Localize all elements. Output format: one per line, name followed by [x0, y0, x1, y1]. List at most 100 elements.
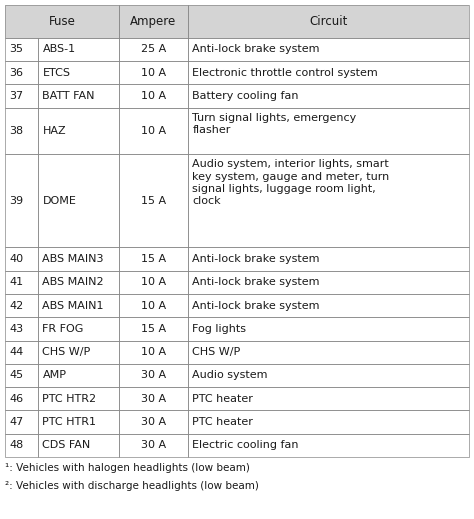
Bar [118, 107, 188, 154]
Bar [5, 61, 38, 84]
Bar [38, 340, 118, 364]
Text: Fuse: Fuse [48, 15, 75, 28]
Bar [188, 364, 469, 387]
Text: Battery cooling fan: Battery cooling fan [192, 91, 299, 101]
Bar [188, 107, 469, 154]
Bar [118, 434, 188, 457]
Text: 30 A: 30 A [141, 371, 166, 380]
Text: 42: 42 [9, 301, 23, 310]
Bar [118, 248, 188, 270]
Bar [38, 317, 118, 340]
Text: 36: 36 [9, 67, 23, 77]
Text: Fog lights: Fog lights [192, 324, 246, 334]
Text: 15 A: 15 A [141, 324, 166, 334]
Bar [38, 434, 118, 457]
Bar [118, 5, 188, 37]
Bar [188, 411, 469, 434]
Text: Electronic throttle control system: Electronic throttle control system [192, 67, 378, 77]
Text: 15 A: 15 A [141, 254, 166, 264]
Bar [118, 340, 188, 364]
Bar [5, 248, 38, 270]
Text: 15 A: 15 A [141, 196, 166, 206]
Bar [38, 61, 118, 84]
Bar [38, 154, 118, 248]
Bar [118, 37, 188, 61]
Bar [118, 294, 188, 317]
Bar [5, 37, 38, 61]
Text: 10 A: 10 A [141, 126, 166, 136]
Bar [5, 84, 38, 107]
Text: Anti-lock brake system: Anti-lock brake system [192, 44, 320, 54]
Bar [188, 37, 469, 61]
Bar [118, 270, 188, 294]
Bar [5, 411, 38, 434]
Bar [38, 37, 118, 61]
Bar [5, 84, 38, 107]
Bar [38, 270, 118, 294]
Bar [118, 61, 188, 84]
Bar [38, 411, 118, 434]
Bar [188, 434, 469, 457]
Text: 30 A: 30 A [141, 394, 166, 404]
Text: PTC heater: PTC heater [192, 394, 253, 404]
Bar [5, 364, 38, 387]
Bar [188, 387, 469, 411]
Bar [5, 107, 38, 154]
Bar [118, 411, 188, 434]
Bar [118, 154, 188, 248]
Bar [38, 248, 118, 270]
Bar [188, 317, 469, 340]
Text: DOME: DOME [42, 196, 76, 206]
Text: 30 A: 30 A [141, 440, 166, 450]
Text: Turn signal lights, emergency
flasher: Turn signal lights, emergency flasher [192, 113, 356, 135]
Bar [38, 411, 118, 434]
Bar [38, 387, 118, 411]
Text: HAZ: HAZ [42, 126, 66, 136]
Bar [118, 317, 188, 340]
Bar [5, 37, 38, 61]
Bar [188, 411, 469, 434]
Bar [188, 154, 469, 248]
Bar [5, 294, 38, 317]
Text: 46: 46 [9, 394, 23, 404]
Bar [188, 61, 469, 84]
Bar [118, 364, 188, 387]
Bar [5, 387, 38, 411]
Bar [118, 317, 188, 340]
Bar [38, 37, 118, 61]
Bar [5, 5, 118, 37]
Text: 47: 47 [9, 417, 23, 427]
Text: CDS FAN: CDS FAN [42, 440, 91, 450]
Text: PTC heater: PTC heater [192, 417, 253, 427]
Text: Audio system, interior lights, smart
key system, gauge and meter, turn
signal li: Audio system, interior lights, smart key… [192, 159, 390, 207]
Text: 30 A: 30 A [141, 417, 166, 427]
Bar [188, 154, 469, 248]
Text: 39: 39 [9, 196, 23, 206]
Bar [188, 5, 469, 37]
Bar [188, 84, 469, 107]
Bar [188, 340, 469, 364]
Text: 45: 45 [9, 371, 23, 380]
Bar [188, 270, 469, 294]
Bar [188, 340, 469, 364]
Text: ABS MAIN3: ABS MAIN3 [42, 254, 104, 264]
Bar [188, 294, 469, 317]
Bar [118, 84, 188, 107]
Bar [5, 340, 38, 364]
Text: 38: 38 [9, 126, 23, 136]
Bar [188, 84, 469, 107]
Bar [118, 5, 188, 37]
Bar [38, 387, 118, 411]
Bar [38, 248, 118, 270]
Text: ²: Vehicles with discharge headlights (low beam): ²: Vehicles with discharge headlights (l… [5, 481, 259, 491]
Bar [38, 340, 118, 364]
Bar [188, 61, 469, 84]
Bar [188, 434, 469, 457]
Text: 10 A: 10 A [141, 347, 166, 357]
Text: 35: 35 [9, 44, 23, 54]
Bar [38, 270, 118, 294]
Text: Anti-lock brake system: Anti-lock brake system [192, 254, 320, 264]
Text: AMP: AMP [42, 371, 66, 380]
Bar [5, 364, 38, 387]
Text: Anti-lock brake system: Anti-lock brake system [192, 277, 320, 287]
